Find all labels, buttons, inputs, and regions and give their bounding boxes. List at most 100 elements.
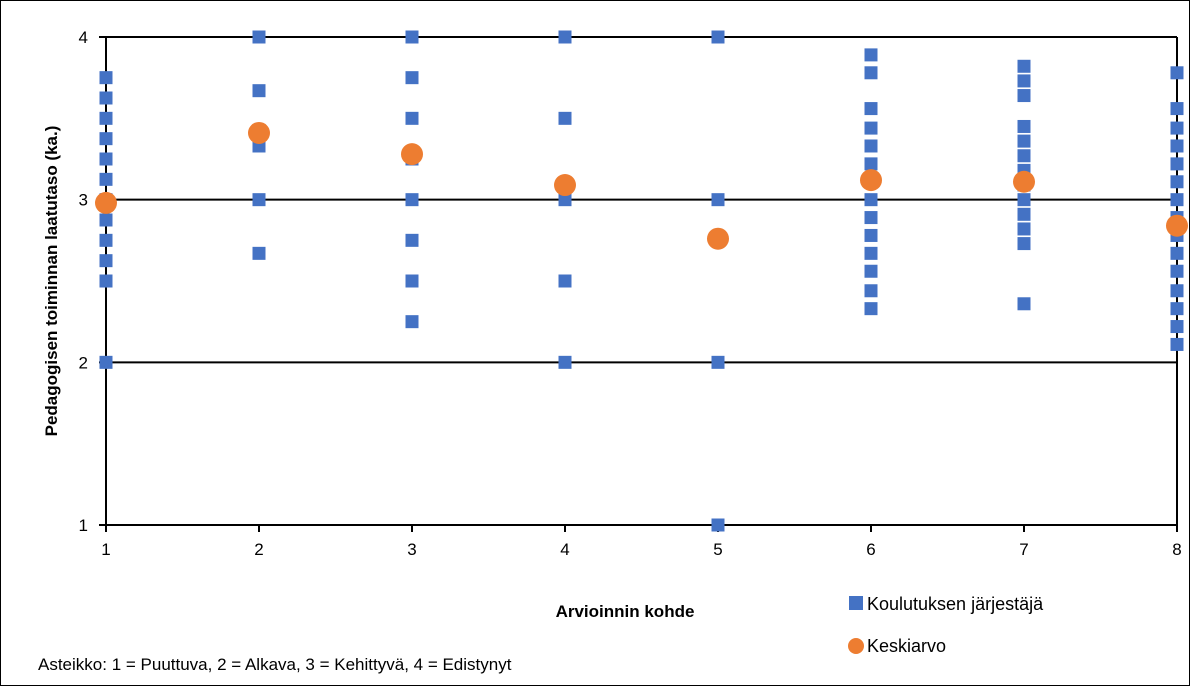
x-tick-label: 2 xyxy=(254,540,263,559)
legend: Koulutuksen järjestäjä Keskiarvo xyxy=(848,594,1044,656)
data-point-mean xyxy=(1166,214,1188,237)
data-point-square xyxy=(864,139,878,153)
y-axis-title: Pedagogisen toiminnan laatutaso (ka.) xyxy=(42,126,61,437)
scale-note: Asteikko: 1 = Puuttuva, 2 = Alkava, 3 = … xyxy=(38,655,512,674)
data-point-square xyxy=(99,355,113,369)
data-point-square xyxy=(1017,297,1031,311)
y-tick-labels: 1 2 3 4 xyxy=(79,28,88,535)
data-point-mean xyxy=(707,227,729,250)
data-point-square xyxy=(99,254,113,268)
data-point-square xyxy=(864,246,878,260)
data-point-square xyxy=(1017,222,1031,236)
data-point-square xyxy=(1017,237,1031,251)
data-point-square xyxy=(405,193,419,207)
data-point-square xyxy=(99,71,113,85)
data-point-square xyxy=(252,246,266,260)
data-point-square xyxy=(1017,193,1031,207)
x-tick-label: 8 xyxy=(1172,540,1181,559)
data-point-square xyxy=(99,152,113,166)
legend-circle-marker xyxy=(848,638,864,654)
data-point-square xyxy=(558,30,572,44)
data-point-square xyxy=(99,274,113,288)
data-point-square xyxy=(1017,74,1031,88)
data-point-square xyxy=(1017,149,1031,163)
data-point-square xyxy=(99,132,113,146)
data-point-square xyxy=(711,30,725,44)
data-point-square xyxy=(711,355,725,369)
x-tick-label: 7 xyxy=(1019,540,1028,559)
data-point-square xyxy=(1170,193,1184,207)
data-point-square xyxy=(1170,337,1184,351)
data-point-square xyxy=(558,193,572,207)
data-point-square xyxy=(1017,89,1031,103)
data-point-square xyxy=(252,30,266,44)
data-point-square xyxy=(1170,102,1184,116)
data-point-square xyxy=(864,284,878,298)
data-point-square xyxy=(864,264,878,278)
data-point-square xyxy=(1170,264,1184,278)
legend-label-series-1: Koulutuksen järjestäjä xyxy=(867,594,1044,614)
data-point-square xyxy=(99,111,113,125)
data-point-square xyxy=(1017,207,1031,221)
data-point-mean xyxy=(95,191,117,214)
legend-square-marker xyxy=(849,596,863,610)
data-point-square xyxy=(405,233,419,247)
data-point-square xyxy=(864,48,878,62)
data-point-square xyxy=(1170,246,1184,260)
data-point-square xyxy=(864,228,878,242)
x-axis-title: Arvioinnin kohde xyxy=(556,602,695,621)
x-tick-label: 1 xyxy=(101,540,110,559)
data-point-square xyxy=(1170,157,1184,171)
data-point-square xyxy=(252,84,266,98)
data-point-square xyxy=(405,274,419,288)
data-point-square xyxy=(711,518,725,532)
data-point-square xyxy=(1017,134,1031,148)
data-point-mean xyxy=(860,169,882,192)
x-tick-label: 3 xyxy=(407,540,416,559)
data-series xyxy=(95,30,1188,532)
y-tick-label: 3 xyxy=(79,191,88,210)
data-point-square xyxy=(864,66,878,80)
data-point-square xyxy=(1170,175,1184,189)
data-point-square xyxy=(1170,66,1184,80)
data-point-square xyxy=(99,91,113,105)
gridlines xyxy=(99,36,1177,526)
data-point-square xyxy=(558,111,572,125)
data-point-square xyxy=(1170,284,1184,298)
data-point-square xyxy=(1017,119,1031,133)
data-point-square xyxy=(99,172,113,186)
y-tick-label: 4 xyxy=(79,28,88,47)
data-point-square xyxy=(864,157,878,171)
data-point-square xyxy=(405,315,419,329)
x-tick-label: 6 xyxy=(866,540,875,559)
series-1 xyxy=(99,30,1184,532)
data-point-square xyxy=(99,213,113,227)
data-point-mean xyxy=(1013,170,1035,193)
data-point-square xyxy=(864,102,878,116)
data-point-square xyxy=(405,30,419,44)
data-point-mean xyxy=(401,143,423,166)
data-point-square xyxy=(1170,139,1184,153)
legend-label-series-2: Keskiarvo xyxy=(867,636,946,656)
data-point-square xyxy=(405,111,419,125)
y-tick-label: 1 xyxy=(79,516,88,535)
data-point-square xyxy=(864,121,878,135)
data-point-square xyxy=(99,233,113,247)
x-tick-label: 5 xyxy=(713,540,722,559)
y-tick-label: 2 xyxy=(79,353,88,372)
data-point-square xyxy=(558,274,572,288)
data-point-square xyxy=(1017,59,1031,73)
data-point-mean xyxy=(248,121,270,144)
x-tick-labels: 1 2 3 4 5 6 7 8 xyxy=(101,540,1181,559)
data-point-square xyxy=(1170,320,1184,334)
data-point-square xyxy=(864,302,878,316)
series-2 xyxy=(95,121,1188,250)
data-point-square xyxy=(864,211,878,225)
data-point-square xyxy=(864,193,878,207)
data-point-square xyxy=(711,193,725,207)
data-point-square xyxy=(558,355,572,369)
data-point-square xyxy=(405,71,419,85)
x-tick-label: 4 xyxy=(560,540,569,559)
data-point-square xyxy=(1170,302,1184,316)
